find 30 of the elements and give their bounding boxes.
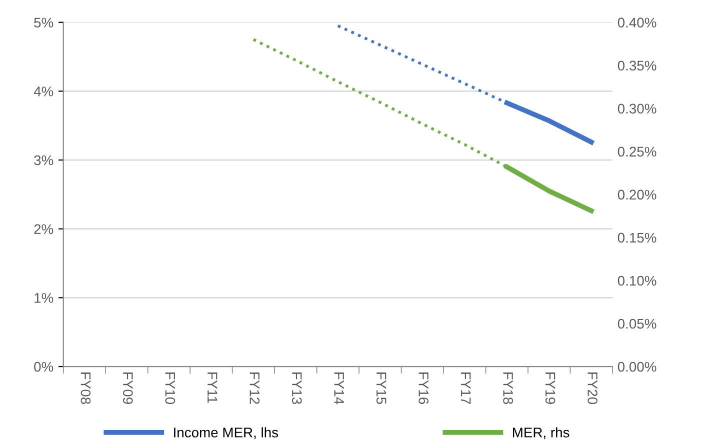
x-tick-label: FY20 [588, 372, 598, 404]
y2-tick-label: 0.40% [618, 18, 656, 28]
x-tick-label: FY18 [503, 372, 513, 404]
y2-tick-label: 0.15% [618, 232, 656, 243]
x-tick-label: FY15 [376, 372, 386, 404]
y2-tick-label: 0.05% [618, 318, 656, 329]
y2-tick-label: 0.00% [618, 362, 656, 372]
legend-label: MER, rhs [512, 427, 570, 440]
x-tick-label: FY09 [122, 372, 133, 404]
x-tick-label: FY11 [208, 372, 218, 403]
x-tick-label: FY19 [545, 372, 556, 404]
y2-tick-label: 0.25% [618, 146, 656, 157]
y-tick-label: 5% [34, 18, 54, 28]
x-tick-label: FY16 [418, 372, 429, 404]
x-tick-label: FY08 [80, 372, 91, 404]
x-tick-label: FY13 [292, 372, 302, 404]
legend-label: Income MER, lhs [174, 427, 278, 440]
x-tick-label: FY12 [250, 372, 260, 404]
y-tick-label: 2% [34, 224, 54, 234]
y-tick-label: 1% [34, 293, 54, 303]
y-tick-label: 4% [34, 86, 54, 96]
y2-tick-label: 0.30% [618, 104, 656, 114]
y2-tick-label: 0.20% [618, 190, 656, 200]
y2-tick-label: 0.35% [618, 60, 656, 71]
x-tick-label: FY17 [461, 372, 471, 404]
y2-tick-label: 0.10% [618, 276, 656, 286]
y-tick-label: 0% [34, 362, 54, 372]
x-tick-label: FY10 [165, 372, 176, 404]
y-tick-label: 3% [34, 155, 54, 166]
x-tick-label: FY14 [334, 372, 344, 404]
